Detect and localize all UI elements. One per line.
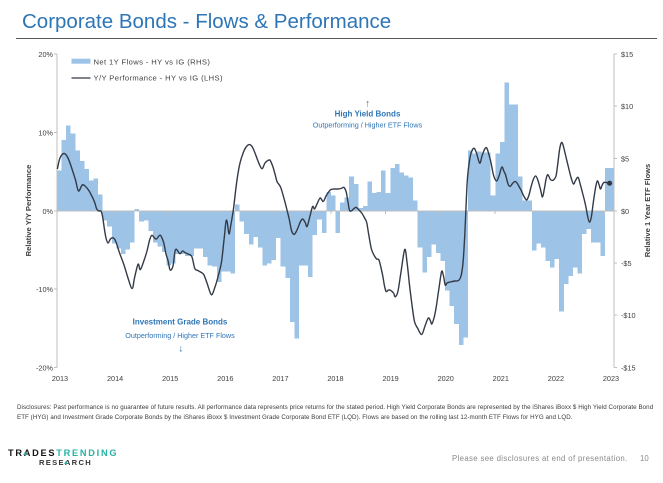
svg-text:↓: ↓ [178, 344, 183, 355]
svg-text:2017: 2017 [272, 374, 288, 383]
svg-text:$10: $10 [621, 102, 633, 111]
svg-text:$15: $15 [621, 50, 633, 59]
svg-text:Outperforming / Higher ETF Flo: Outperforming / Higher ETF Flows [125, 331, 235, 340]
svg-text:2018: 2018 [327, 374, 343, 383]
svg-text:$0: $0 [621, 207, 629, 216]
svg-text:2019: 2019 [382, 374, 398, 383]
svg-text:2021: 2021 [493, 374, 509, 383]
svg-text:Y/Y Performance - HY vs IG (LH: Y/Y Performance - HY vs IG (LHS) [94, 74, 223, 83]
svg-text:-$15: -$15 [621, 364, 636, 373]
svg-text:2016: 2016 [217, 374, 233, 383]
svg-text:$5: $5 [621, 155, 629, 164]
svg-text:2014: 2014 [107, 374, 123, 383]
svg-text:0%: 0% [42, 207, 53, 216]
svg-text:-10%: -10% [36, 285, 54, 294]
svg-text:High Yield Bonds: High Yield Bonds [335, 110, 401, 119]
svg-text:2013: 2013 [52, 374, 68, 383]
svg-text:20%: 20% [38, 50, 53, 59]
svg-text:Relative 1 Year ETF Flows: Relative 1 Year ETF Flows [643, 164, 652, 258]
svg-text:2020: 2020 [438, 374, 454, 383]
svg-text:-$10: -$10 [621, 311, 636, 320]
svg-text:Net 1Y Flows - HY vs IG (RHS): Net 1Y Flows - HY vs IG (RHS) [94, 58, 211, 67]
svg-text:10%: 10% [38, 128, 53, 137]
svg-text:2022: 2022 [548, 374, 564, 383]
svg-text:Relative Y/Y Performance: Relative Y/Y Performance [24, 165, 33, 257]
svg-text:Investment Grade Bonds: Investment Grade Bonds [133, 318, 228, 327]
svg-text:-$5: -$5 [621, 259, 632, 268]
svg-text:Outperforming / Higher ETF Flo: Outperforming / Higher ETF Flows [313, 121, 423, 130]
svg-text:-20%: -20% [36, 364, 54, 373]
svg-text:2023: 2023 [603, 374, 619, 383]
svg-text:2015: 2015 [162, 374, 178, 383]
svg-text:↑: ↑ [365, 99, 370, 110]
